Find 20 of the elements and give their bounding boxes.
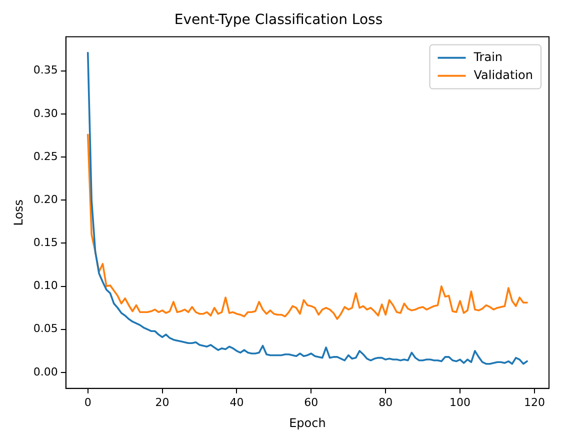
y-tick-label: 0.25 bbox=[33, 150, 58, 163]
y-tick-label: 0.00 bbox=[33, 365, 58, 378]
x-tick-label: 40 bbox=[230, 396, 244, 409]
x-tick-label: 60 bbox=[304, 396, 318, 409]
y-tick-label: 0.35 bbox=[33, 64, 58, 77]
legend-label: Validation bbox=[474, 68, 534, 82]
y-tick-label: 0.10 bbox=[33, 279, 58, 292]
legend-label: Train bbox=[472, 50, 503, 64]
x-tick-label: 100 bbox=[450, 396, 471, 409]
x-tick-label: 120 bbox=[524, 396, 545, 409]
x-axis-title: Epoch bbox=[289, 416, 326, 430]
y-tick-label: 0.15 bbox=[33, 236, 58, 250]
y-axis-title: Loss bbox=[11, 199, 26, 226]
x-tick-label: 20 bbox=[155, 396, 170, 409]
x-tick-label: 0 bbox=[84, 396, 92, 409]
x-tick-label: 80 bbox=[378, 396, 393, 409]
y-tick-label: 0.05 bbox=[33, 322, 58, 336]
y-tick-label: 0.20 bbox=[33, 192, 58, 206]
y-tick-label: 0.30 bbox=[33, 106, 58, 120]
chart-title: Event-Type Classification Loss bbox=[174, 12, 383, 28]
